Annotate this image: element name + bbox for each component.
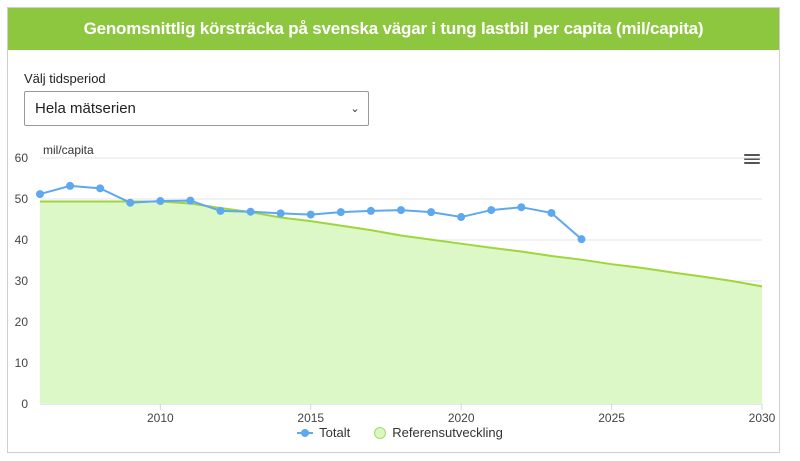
y-tick-label-20: 20	[15, 315, 29, 329]
totalt-point-2018	[397, 206, 405, 215]
y-axis-label: mil/capita	[43, 143, 94, 157]
series-totalt	[36, 181, 586, 244]
totalt-point-2016	[336, 208, 345, 217]
y-tick-label-30: 30	[15, 274, 29, 288]
legend-line-marker-icon	[297, 428, 314, 438]
y-tick-label-40: 40	[15, 233, 29, 247]
x-axis-ticks: 2010 2015 2020 2025 2030	[147, 404, 776, 425]
totalt-point-2007	[66, 181, 75, 190]
x-tick-label-2020: 2020	[448, 411, 475, 425]
y-tick-label-10: 10	[15, 356, 29, 370]
totalt-point-2010	[156, 197, 165, 206]
chart-title: Genomsnittlig körsträcka på svenska väga…	[83, 19, 704, 38]
totalt-point-2012	[216, 206, 225, 215]
period-select[interactable]: Hela mätserien ⌄	[24, 91, 369, 126]
hamburger-menu-icon[interactable]	[744, 152, 760, 166]
y-tick-label-0: 0	[21, 397, 28, 411]
totalt-point-2017	[366, 206, 375, 215]
totalt-point-2006	[36, 190, 44, 199]
y-axis-ticks: 0 10 20 30 40 50 60	[15, 151, 29, 411]
totalt-point-2022	[517, 203, 526, 212]
chart-header: Genomsnittlig körsträcka på svenska väga…	[8, 8, 779, 50]
legend-item-referensutveckling[interactable]: Referensutveckling	[374, 425, 503, 440]
chart-legend: Totalt Referensutveckling	[0, 425, 800, 440]
totalt-point-2023	[547, 208, 556, 217]
referensutveckling-line	[40, 200, 763, 288]
period-select-value: Hela mätserien	[35, 100, 136, 117]
x-tick-label-2010: 2010	[147, 411, 174, 425]
totalt-point-2011	[186, 196, 195, 205]
legend-label-totalt: Totalt	[319, 425, 351, 440]
totalt-point-2024	[577, 235, 586, 244]
totalt-point-2013	[246, 207, 255, 216]
totalt-point-2008	[96, 184, 105, 193]
chevron-down-icon: ⌄	[350, 103, 360, 115]
x-tick-label-2025: 2025	[598, 411, 625, 425]
totalt-point-2019	[427, 208, 436, 217]
y-tick-label-50: 50	[15, 192, 29, 206]
legend-label-referensutveckling: Referensutveckling	[392, 425, 503, 440]
x-tick-label-2015: 2015	[297, 411, 324, 425]
totalt-point-2014	[276, 209, 285, 218]
totalt-point-2009	[126, 198, 135, 207]
period-label: Välj tidsperiod	[24, 71, 106, 86]
x-tick-label-2030: 2030	[749, 411, 776, 425]
totalt-point-2015	[306, 210, 315, 219]
totalt-point-2020	[457, 213, 466, 222]
y-tick-label-60: 60	[15, 151, 29, 165]
totalt-point-2021	[487, 206, 496, 215]
referensutveckling-area	[40, 201, 762, 404]
legend-item-totalt[interactable]: Totalt	[297, 425, 350, 440]
series-referensutveckling	[40, 200, 763, 404]
legend-area-marker-icon	[374, 426, 387, 439]
